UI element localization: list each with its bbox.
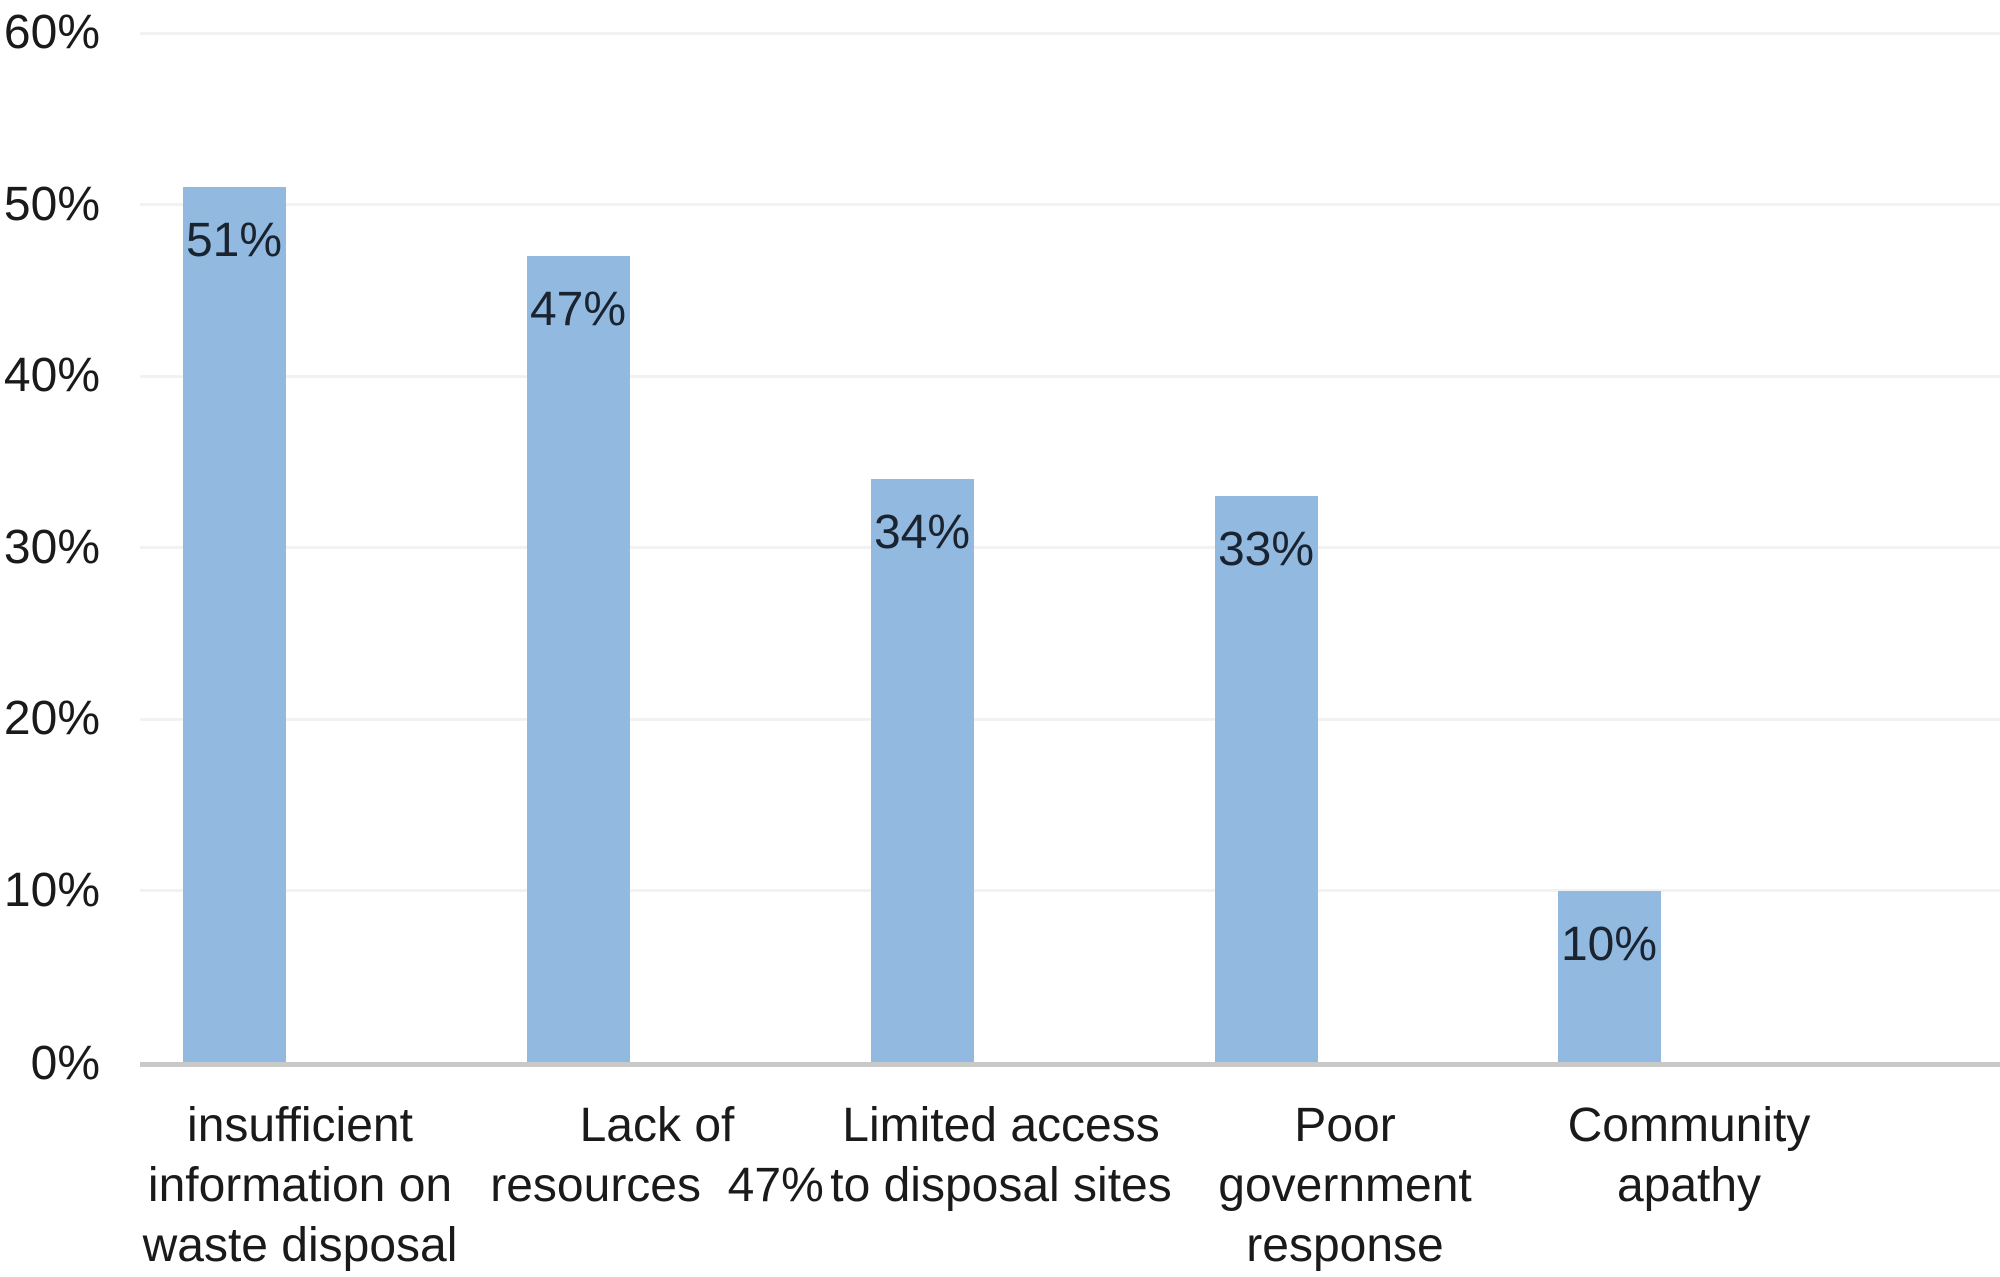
gridline-40pct [140,374,2000,378]
gridline-30pct [140,546,2000,549]
bar-value-label-3: 34% [873,505,971,559]
x-axis-line [140,1062,2000,1067]
y-axis-tick-label-50pct: 50% [3,177,100,231]
gridline-60pct [140,31,2000,35]
bar-4 [1214,496,1318,1062]
y-axis-tick-label-60pct: 60% [3,6,100,59]
y-axis-tick-label-40pct: 40% [3,349,100,402]
x-axis-category-label-2: Lack of resources 47% [490,1099,824,1212]
x-axis-category-label-4: Poor government response [1218,1099,1472,1272]
x-axis-category-label-3: Limited access to disposal sites [830,1099,1172,1212]
y-axis-tick-label-30pct: 30% [3,520,100,574]
bar-value-label-5: 10% [1560,917,1658,971]
bar-2 [526,255,630,1062]
bar-value-label-2: 47% [529,282,627,336]
bar-3 [870,478,974,1062]
bar-5 [1557,890,1661,1062]
bar-value-label-4: 33% [1217,523,1315,577]
x-axis-category-label-5: Community apathy [1567,1099,1811,1212]
y-axis-tick-label-10pct: 10% [3,863,100,917]
y-axis-tick-label-20pct: 20% [3,692,100,745]
bar-1 [182,187,286,1062]
gridline-50pct [140,203,2000,206]
gridline-20pct [140,717,2000,721]
y-axis-tick-label-0pct: 0% [30,1037,100,1090]
gridline-10pct [140,889,2000,892]
bar-value-label-1: 51% [185,214,283,268]
x-axis-category-label-1: insufficient information on waste dispos… [142,1099,458,1272]
